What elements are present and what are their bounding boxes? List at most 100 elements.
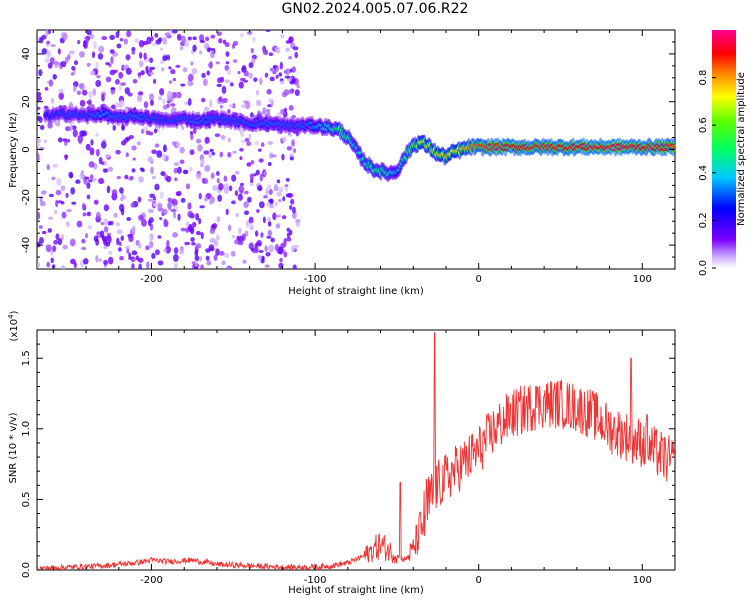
noise-mark	[120, 82, 126, 86]
colorbar-gradient	[712, 30, 736, 268]
noise-mark	[47, 228, 53, 233]
noise-mark	[203, 106, 210, 112]
noise-mark	[74, 60, 79, 66]
noise-mark	[114, 78, 120, 85]
noise-mark	[227, 151, 232, 158]
noise-mark	[163, 248, 167, 253]
noise-mark	[145, 130, 151, 136]
noise-mark	[95, 255, 99, 263]
noise-mark	[62, 138, 68, 142]
noise-mark	[38, 236, 44, 244]
noise-mark	[291, 139, 295, 147]
noise-mark	[216, 83, 222, 88]
noise-mark	[141, 218, 147, 227]
noise-mark	[95, 148, 100, 157]
noise-mark	[60, 185, 66, 192]
noise-mark	[65, 126, 71, 132]
noise-mark	[106, 232, 112, 236]
noise-mark	[199, 205, 205, 209]
noise-mark	[262, 107, 267, 114]
noise-mark	[131, 46, 136, 52]
noise-mark	[217, 194, 223, 202]
noise-mark	[53, 209, 58, 215]
noise-mark	[238, 185, 245, 193]
noise-mark	[274, 46, 281, 54]
noise-mark	[258, 201, 265, 209]
noise-mark	[272, 65, 277, 69]
bottom-y-tick-label: 0.0	[21, 562, 32, 578]
noise-mark	[58, 88, 64, 93]
noise-mark	[89, 70, 96, 76]
noise-mark	[46, 261, 51, 268]
noise-mark	[115, 222, 121, 227]
noise-mark	[190, 237, 195, 242]
noise-mark	[269, 76, 275, 82]
noise-mark	[265, 252, 271, 257]
noise-mark	[137, 242, 142, 249]
noise-mark	[151, 252, 156, 260]
noise-mark	[232, 59, 238, 63]
noise-mark	[159, 190, 164, 199]
noise-mark	[113, 212, 118, 218]
noise-mark	[170, 69, 176, 75]
noise-mark	[289, 80, 295, 85]
noise-mark	[230, 82, 234, 87]
noise-mark	[283, 107, 287, 113]
noise-mark	[137, 94, 142, 102]
noise-mark	[189, 81, 194, 86]
noise-mark	[204, 43, 210, 50]
noise-mark	[68, 171, 74, 178]
noise-mark	[131, 168, 136, 173]
noise-mark	[117, 247, 122, 252]
noise-mark	[227, 68, 231, 75]
noise-mark	[239, 148, 244, 152]
noise-mark	[131, 51, 136, 55]
noise-mark	[66, 208, 72, 213]
top-y-tick-label: -40	[21, 237, 32, 253]
noise-mark	[284, 75, 291, 79]
noise-mark	[199, 50, 203, 55]
noise-mark	[178, 248, 185, 255]
noise-mark	[273, 185, 279, 192]
noise-mark	[123, 38, 128, 45]
top-x-tick-label: -200	[140, 274, 163, 285]
noise-mark	[234, 170, 240, 175]
noise-mark	[164, 32, 171, 37]
noise-mark	[210, 50, 215, 59]
noise-mark	[157, 235, 162, 239]
noise-mark	[39, 200, 46, 207]
noise-mark	[274, 201, 278, 207]
noise-mark	[72, 129, 78, 138]
noise-mark	[279, 61, 284, 70]
noise-mark	[195, 138, 202, 144]
noise-mark	[118, 85, 122, 91]
noise-mark	[51, 176, 56, 181]
noise-mark	[172, 30, 178, 34]
noise-mark	[224, 79, 230, 84]
noise-mark	[242, 64, 246, 71]
noise-mark	[218, 38, 223, 44]
noise-mark	[60, 61, 67, 68]
noise-mark	[267, 141, 273, 145]
noise-mark	[221, 260, 226, 265]
noise-mark	[95, 211, 101, 220]
noise-mark	[159, 47, 163, 52]
noise-mark	[175, 92, 181, 98]
noise-mark	[248, 216, 254, 224]
noise-mark	[257, 185, 263, 192]
noise-mark	[286, 227, 290, 232]
noise-mark	[65, 220, 70, 227]
noise-mark	[238, 227, 242, 235]
noise-mark	[38, 116, 43, 124]
noise-mark	[147, 156, 153, 163]
noise-mark	[82, 40, 87, 48]
noise-mark	[208, 244, 215, 251]
noise-mark	[149, 57, 154, 64]
noise-mark	[192, 44, 197, 52]
noise-mark	[119, 187, 124, 194]
noise-mark	[200, 158, 205, 166]
noise-mark	[212, 184, 218, 191]
noise-mark	[228, 185, 233, 192]
noise-mark	[177, 166, 182, 174]
